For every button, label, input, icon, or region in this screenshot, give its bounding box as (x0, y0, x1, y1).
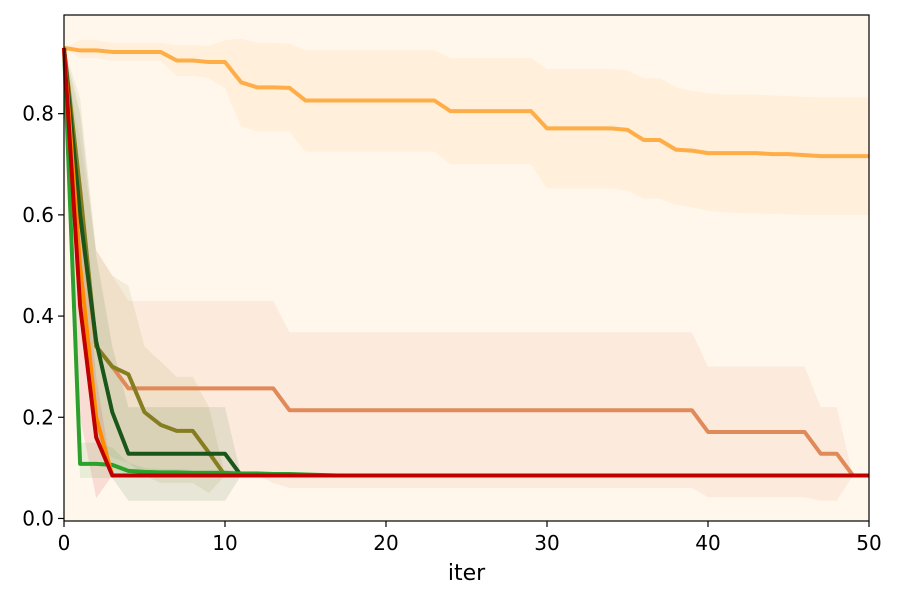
y-tick-label: 0.6 (22, 203, 54, 227)
series-1-band (64, 38, 869, 215)
series-3-band (64, 47, 869, 494)
y-axis: 0.0 0.2 0.4 0.6 0.8 (22, 102, 64, 530)
x-tick-label: 50 (856, 531, 881, 555)
x-axis-label: iter (448, 561, 486, 586)
y-tick-label: 0.2 (22, 405, 54, 429)
series-7-line (62, 47, 869, 478)
plot-frame (63, 14, 870, 522)
series-lines (62, 45, 869, 478)
y-tick-label: 0.0 (22, 506, 54, 530)
x-axis: 0 10 20 30 40 50 (58, 521, 882, 555)
x-tick-label: 30 (534, 531, 559, 555)
y-tick-label: 0.4 (22, 304, 54, 328)
series-1-line (63, 45, 869, 159)
x-tick-label: 0 (58, 531, 71, 555)
x-tick-label: 10 (212, 531, 237, 555)
x-tick-label: 40 (695, 531, 720, 555)
series-2-line (62, 47, 869, 478)
y-tick-label: 0.8 (22, 102, 54, 126)
x-tick-label: 20 (373, 531, 398, 555)
